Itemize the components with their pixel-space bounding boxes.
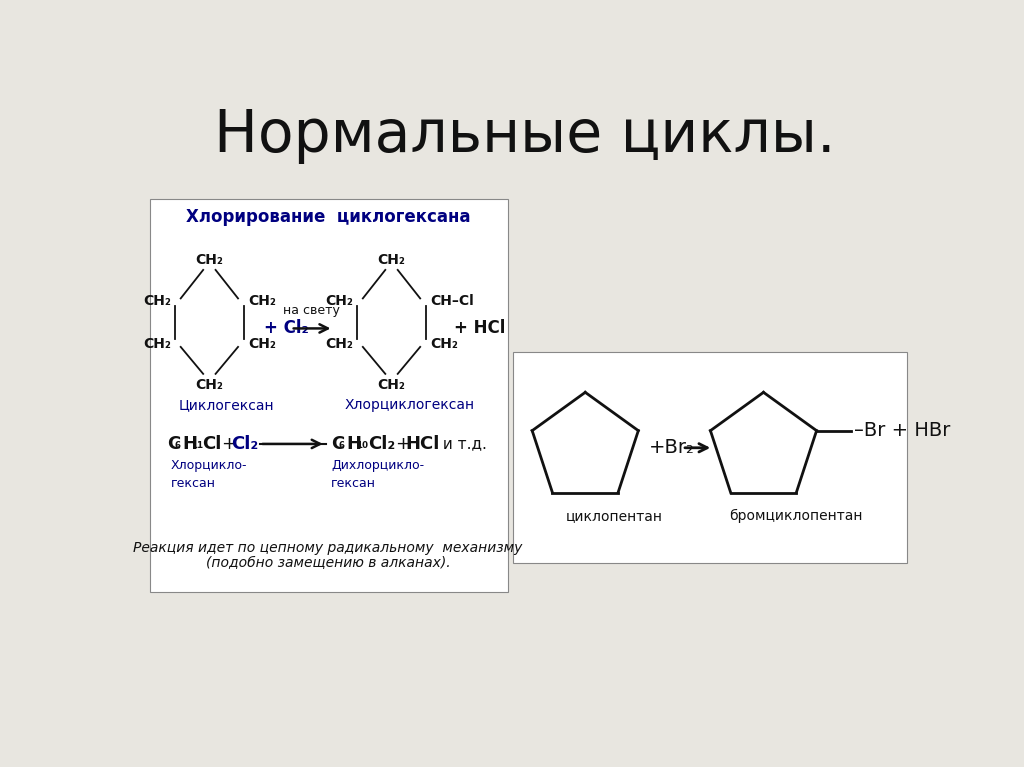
Text: ₆: ₆ xyxy=(339,437,345,451)
Text: +: + xyxy=(395,435,411,453)
Text: ₁₀: ₁₀ xyxy=(356,437,368,451)
Text: Хлорирование  циклогексана: Хлорирование циклогексана xyxy=(185,208,470,225)
Text: Циклогексан: Циклогексан xyxy=(178,398,274,412)
Text: ₆: ₆ xyxy=(174,437,180,451)
Text: CH₂: CH₂ xyxy=(196,253,223,267)
Text: Хлорцикло-
гексан: Хлорцикло- гексан xyxy=(171,459,247,490)
Text: CH₂: CH₂ xyxy=(378,378,406,393)
Text: + Cl₂: + Cl₂ xyxy=(263,319,308,337)
Text: CH₂: CH₂ xyxy=(325,295,352,308)
Text: H: H xyxy=(182,435,198,453)
Text: CH₂: CH₂ xyxy=(142,337,171,351)
Text: и т.д.: и т.д. xyxy=(438,436,486,452)
Text: бромциклопентан: бромциклопентан xyxy=(729,509,862,523)
Text: на свету: на свету xyxy=(284,304,340,317)
Text: Нормальные циклы.: Нормальные циклы. xyxy=(214,107,836,164)
Text: Дихлорцикло-
гексан: Дихлорцикло- гексан xyxy=(331,459,424,490)
Text: CH₂: CH₂ xyxy=(248,295,276,308)
Text: + HCl: + HCl xyxy=(454,319,505,337)
Text: Реакция идет по цепному радикальному  механизму: Реакция идет по цепному радикальному мех… xyxy=(133,541,522,555)
Text: CH₂: CH₂ xyxy=(378,253,406,267)
Text: CH₂: CH₂ xyxy=(142,295,171,308)
Text: CH–Cl: CH–Cl xyxy=(430,295,474,308)
Text: H: H xyxy=(346,435,361,453)
Text: +: + xyxy=(221,435,236,453)
Text: C: C xyxy=(331,435,344,453)
Bar xyxy=(513,351,907,563)
Text: Cl₂: Cl₂ xyxy=(231,435,258,453)
Bar xyxy=(150,199,508,592)
Text: CH₂: CH₂ xyxy=(325,337,352,351)
Text: Cl: Cl xyxy=(203,435,222,453)
Text: Cl₂: Cl₂ xyxy=(369,435,395,453)
Text: ₁₁: ₁₁ xyxy=(191,437,204,451)
Text: CH₂: CH₂ xyxy=(196,378,223,393)
Text: +Br₂: +Br₂ xyxy=(649,438,694,457)
Text: циклопентан: циклопентан xyxy=(566,509,663,523)
Text: Хлорциклогексан: Хлорциклогексан xyxy=(345,398,475,412)
Text: CH₂: CH₂ xyxy=(430,337,458,351)
Text: CH₂: CH₂ xyxy=(248,337,276,351)
Text: C: C xyxy=(167,435,180,453)
Text: HCl: HCl xyxy=(406,435,440,453)
Text: (подобно замещению в алканах).: (подобно замещению в алканах). xyxy=(206,556,451,571)
Text: –Br + HBr: –Br + HBr xyxy=(854,421,950,440)
